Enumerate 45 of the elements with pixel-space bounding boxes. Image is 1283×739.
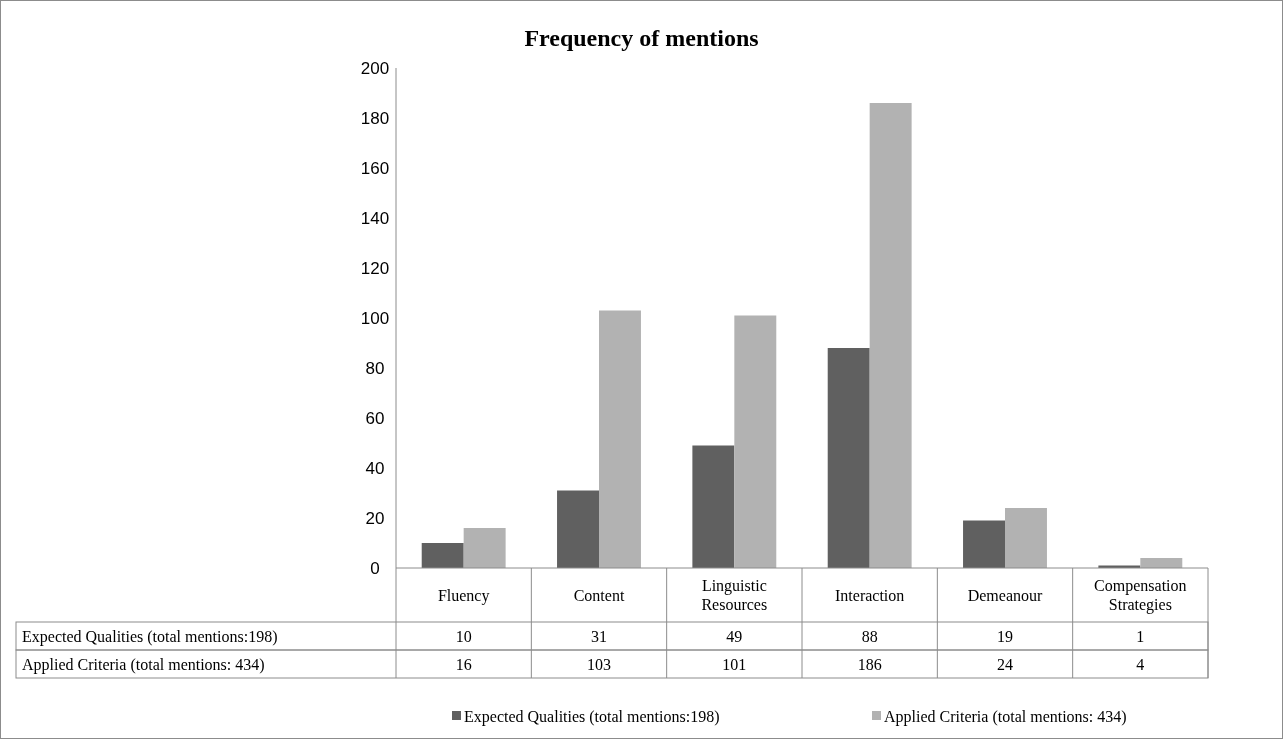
data-label: 19 [997,627,1013,645]
data-label: 103 [587,655,611,673]
bar [1005,508,1047,568]
y-tick-label: 200 [360,58,390,78]
x-tick-label: Compensation Strategies [1094,577,1187,615]
data-label: 4 [1136,655,1145,673]
x-tick-label: Interaction [835,586,905,604]
x-tick-label: Demeanour [967,586,1043,604]
x-tick-label: Content [573,586,625,604]
bar [599,310,641,568]
data-label: 16 [455,655,472,673]
x-tick-label: Linguistic Resources [701,577,768,614]
legend-label: Expected Qualities (total mentions:198) [464,707,720,726]
bar [734,315,777,568]
y-tick-label: 60 [365,408,385,428]
data-label: 1 [1136,627,1145,645]
chart-title: Frequency of mentions [524,25,759,51]
y-tick-label: 100 [360,308,390,328]
y-tick-label: 80 [365,358,385,378]
bar [692,445,735,568]
data-label: 88 [861,627,878,645]
data-label: 49 [726,627,743,645]
data-label: 24 [997,655,1013,673]
y-tick-label: 180 [360,108,390,128]
y-tick-label: 20 [365,508,385,528]
y-tick-label: 0 [370,558,380,578]
text: Expected Qualities (total mentions:198) [22,627,278,645]
y-tick-label: 120 [360,258,390,278]
y-tick-label: 160 [360,158,390,178]
bar [463,528,506,568]
data-label: 31 [591,627,607,645]
x-tick-label: Fluency [437,586,490,605]
bar [421,543,464,568]
bar [1140,558,1183,568]
data-label: 101 [722,655,747,673]
y-tick-label: 40 [365,458,385,478]
bar [557,490,599,568]
data-label: 186 [857,655,882,673]
bar [869,103,912,568]
data-label: 10 [455,627,472,645]
bar [827,348,870,568]
y-tick-label: 140 [360,208,390,228]
legend-label: Applied Criteria (total mentions: 434) [884,707,1127,726]
bar [963,520,1005,568]
text: Applied Criteria (total mentions: 434) [22,655,265,673]
